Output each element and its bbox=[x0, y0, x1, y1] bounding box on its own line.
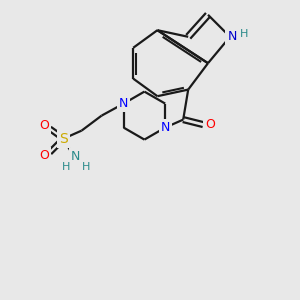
Text: O: O bbox=[40, 119, 50, 132]
Text: H: H bbox=[240, 29, 248, 39]
Text: S: S bbox=[59, 132, 68, 145]
Text: N: N bbox=[160, 121, 170, 134]
Text: N: N bbox=[227, 30, 237, 43]
Text: O: O bbox=[40, 149, 50, 162]
Text: N: N bbox=[119, 97, 128, 110]
Text: H: H bbox=[61, 162, 70, 172]
Text: H: H bbox=[81, 162, 90, 172]
Text: N: N bbox=[71, 150, 80, 163]
Text: O: O bbox=[205, 118, 215, 131]
Text: N: N bbox=[160, 121, 170, 134]
